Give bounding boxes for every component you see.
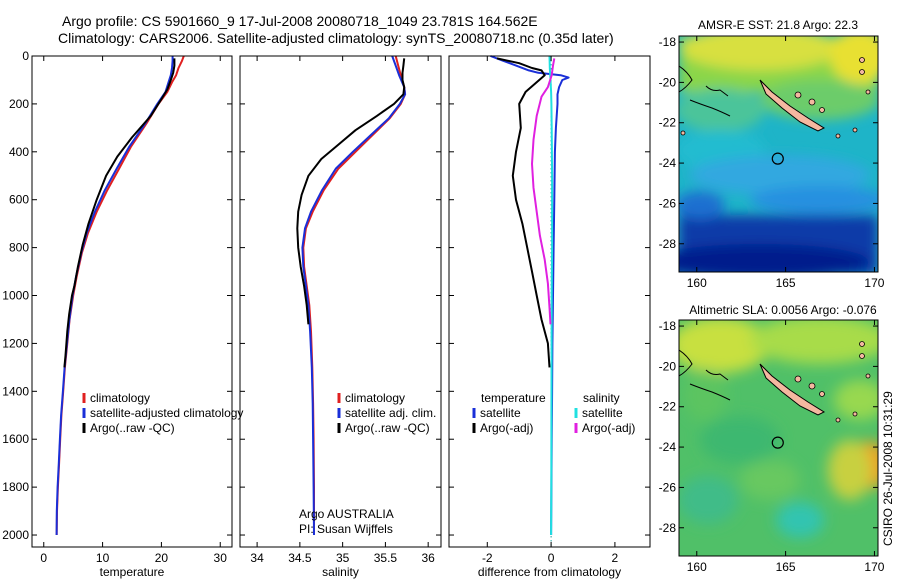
- lat-tick-label: -26: [659, 196, 677, 210]
- csiro-timestamp: CSIRO 26-Jul-2008 10:31:29: [881, 391, 895, 546]
- x-tick-label: 2: [612, 551, 619, 565]
- y-tick-label: 1800: [2, 480, 29, 494]
- salinity-frame: [239, 55, 442, 548]
- legend-entry: satellite: [480, 406, 521, 420]
- lat-tick-label: -18: [659, 35, 677, 49]
- sla-map-frame: [678, 319, 879, 557]
- series-line-0: [55, 55, 185, 536]
- y-tick-label: 1400: [2, 384, 29, 398]
- legend-group-title: salinity: [583, 391, 620, 405]
- sla-map-title: Altimetric SLA: 0.0056 Argo: -0.076: [689, 303, 877, 317]
- sla-field: [679, 320, 878, 556]
- figure-title-line1: Argo profile: CS 5901660_9 17-Jul-2008 2…: [62, 13, 538, 29]
- legend-entry: Argo(-adj): [480, 421, 533, 435]
- legend-entry: climatology: [345, 391, 405, 405]
- x-axis-label: difference from climatology: [478, 565, 621, 579]
- y-tick-label: 2000: [2, 528, 29, 542]
- series-line-2: [296, 58, 406, 325]
- lat-tick-label: -28: [659, 237, 677, 251]
- series-line-0: [302, 55, 407, 535]
- salinity-panel: 34 34.5 35 35.5 36 salinity: [239, 55, 442, 579]
- new-caledonia-landmass: [759, 79, 826, 132]
- x-tick-label: -2: [482, 551, 493, 565]
- series-line-0: [490, 55, 570, 536]
- lon-tick-label: 165: [776, 560, 796, 574]
- legend-entry: satellite: [582, 406, 623, 420]
- y-tick-label: 400: [9, 145, 29, 159]
- series-line-3: [531, 58, 556, 325]
- lon-tick-label: 160: [687, 276, 707, 290]
- series-line-1: [301, 55, 407, 536]
- temperature-panel: 0 10 20 30 0 200 400 600 800 1000 1200 1400 1600 1800…: [2, 49, 233, 579]
- legend-entry: satellite adj. clim.: [345, 406, 436, 420]
- legend-entry: satellite-adjusted climatology: [90, 406, 243, 420]
- lon-tick-label: 170: [864, 276, 884, 290]
- sst-map-title: AMSR-E SST: 21.8 Argo: 22.3: [698, 18, 858, 32]
- lat-tick-label: -24: [659, 440, 677, 454]
- lat-tick-label: -20: [659, 75, 677, 89]
- x-tick-label: 10: [96, 551, 110, 565]
- sst-map-ticks: 160 165 170 -18 -20 -22 -24 -26 -28: [659, 35, 885, 290]
- credit-line-1: Argo AUSTRALIA: [299, 507, 394, 521]
- series-line-2: [548, 55, 554, 536]
- y-tick-label: 1000: [2, 289, 29, 303]
- profile-panels: 0 10 20 30020040060080010001200140016001800…: [2, 49, 651, 579]
- x-axis-label: salinity: [322, 565, 359, 579]
- x-tick-label: 34.5: [288, 551, 312, 565]
- y-tick-label: 200: [9, 97, 29, 111]
- legend-entry: Argo(-adj): [582, 421, 635, 435]
- sla-map: Altimetric SLA: 0.0056 Argo: -0.076 160 1…: [659, 303, 885, 574]
- lat-tick-label: -18: [659, 319, 677, 333]
- legend-group-title: temperature: [481, 391, 546, 405]
- lat-tick-label: -22: [659, 400, 677, 414]
- new-caledonia-landmass: [759, 363, 826, 416]
- y-tick-label: 1200: [2, 336, 29, 350]
- series-line-1: [496, 57, 551, 368]
- x-tick-label: 0: [548, 551, 555, 565]
- difference-frame: [448, 55, 651, 548]
- figure-title-line2: Climatology: CARS2006. Satellite-adjuste…: [58, 30, 614, 46]
- lon-tick-label: 170: [864, 560, 884, 574]
- lon-tick-label: 165: [776, 276, 796, 290]
- legend-entry: Argo(..raw -QC): [345, 421, 430, 435]
- x-tick-label: 34: [250, 551, 264, 565]
- temperature-frame: [31, 55, 233, 548]
- lat-tick-label: -24: [659, 156, 677, 170]
- y-tick-label: 600: [9, 193, 29, 207]
- sst-map: AMSR-E SST: 21.8 Argo: 22.3 160 165 170 -18…: [659, 18, 885, 290]
- y-tick-label: 0: [22, 49, 29, 63]
- lat-tick-label: -26: [659, 480, 677, 494]
- credit-line-2: PI: Susan Wijffels: [299, 522, 393, 536]
- x-tick-label: 35: [336, 551, 350, 565]
- series-line-2: [63, 58, 176, 368]
- x-tick-label: 36: [421, 551, 435, 565]
- sst-field: [679, 36, 878, 272]
- sst-map-frame: [678, 35, 879, 273]
- lat-tick-label: -28: [659, 521, 677, 535]
- legend-entry: climatology: [90, 391, 150, 405]
- x-tick-label: 35.5: [374, 551, 398, 565]
- x-tick-label: 30: [214, 551, 228, 565]
- y-tick-label: 800: [9, 241, 29, 255]
- argo-position-marker: [771, 436, 784, 449]
- x-axis-label: temperature: [100, 565, 165, 579]
- argo-position-marker: [771, 152, 784, 165]
- legend-entry: Argo(..raw -QC): [90, 421, 175, 435]
- lat-tick-label: -20: [659, 359, 677, 373]
- sla-map-ticks: 160 165 170 -18 -20 -22 -24 -26 -28: [659, 319, 885, 574]
- lon-tick-label: 160: [687, 560, 707, 574]
- x-tick-label: 20: [155, 551, 169, 565]
- x-tick-label: 0: [40, 551, 47, 565]
- lat-tick-label: -22: [659, 116, 677, 130]
- y-tick-label: 1600: [2, 432, 29, 446]
